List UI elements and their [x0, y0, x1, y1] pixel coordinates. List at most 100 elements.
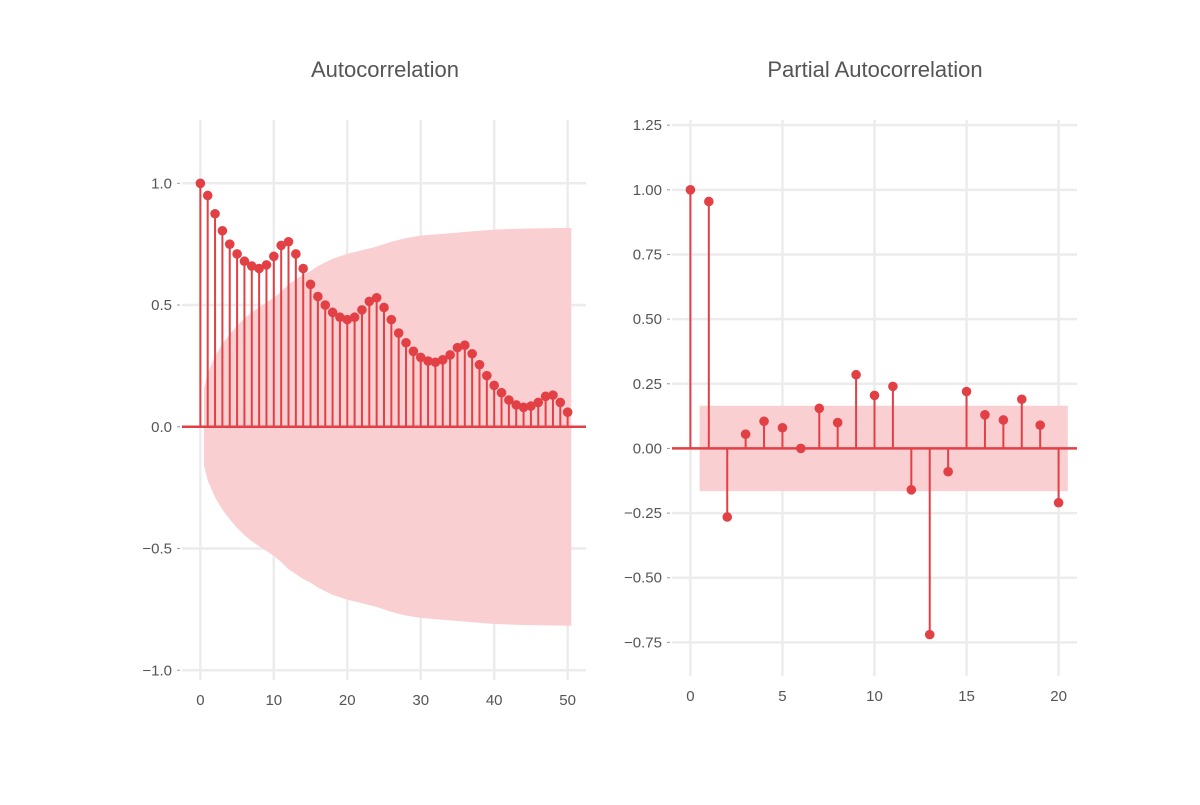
acf-marker: [467, 348, 477, 359]
pacf-marker: [980, 410, 990, 420]
acf-ytick-label: −1.0: [142, 662, 172, 679]
acf-marker: [276, 240, 286, 251]
pacf-panel: Partial Autocorrelation −0.75 −0.50 −0.25 0…: [624, 57, 1077, 705]
acf-marker: [496, 387, 507, 398]
pacf-marker: [1053, 497, 1064, 508]
pacf-marker: [888, 381, 898, 392]
pacf-marker: [759, 416, 769, 427]
acf-xtick-label: 20: [339, 692, 356, 709]
acf-xtick-label: 10: [265, 692, 282, 709]
pacf-xtick-label: 15: [958, 688, 975, 705]
pacf-marker: [796, 443, 806, 454]
acf-marker: [327, 307, 338, 318]
acf-marker: [254, 263, 264, 274]
acf-marker: [349, 312, 360, 323]
pacf-marker: [704, 196, 714, 207]
acf-markers: [195, 178, 573, 417]
pacf-xtick-label: 20: [1050, 688, 1067, 705]
pacf-title: Partial Autocorrelation: [767, 57, 982, 82]
pacf-ytick-label: −0.25: [624, 505, 662, 522]
acf-marker: [246, 261, 257, 271]
acf-marker: [540, 391, 551, 402]
acf-x-ticks: 0 10 20 30 40 50: [196, 692, 576, 709]
pacf-x-ticks: 0 5 10 15 20: [686, 688, 1067, 705]
acf-marker: [291, 249, 301, 259]
acf-marker: [261, 260, 272, 270]
acf-marker: [393, 328, 404, 338]
acf-marker: [437, 355, 448, 365]
acf-marker: [217, 225, 228, 236]
acf-stems: [199, 183, 569, 427]
pacf-marker: [961, 386, 972, 397]
acf-marker: [305, 279, 316, 290]
pacf-marker: [777, 422, 788, 433]
acf-marker: [357, 305, 367, 315]
pacf-marker: [722, 512, 733, 522]
pacf-ytick-label: −0.75: [624, 634, 662, 651]
pacf-marker: [740, 429, 751, 440]
acf-marker: [533, 397, 544, 408]
pacf-ytick-label: 1.25: [633, 117, 662, 134]
pacf-marker: [1035, 420, 1045, 430]
pacf-marker: [998, 415, 1009, 425]
acf-ytick-label: 0.0: [151, 419, 172, 436]
pacf-marker: [869, 390, 880, 401]
acf-marker: [379, 302, 389, 313]
pacf-xtick-label: 0: [686, 688, 694, 705]
pacf-marker: [814, 403, 825, 414]
acf-marker: [269, 251, 279, 262]
acf-marker: [202, 190, 213, 201]
pacf-ytick-label: 1.00: [633, 182, 662, 199]
acf-marker: [430, 357, 441, 368]
acf-ytick-label: −0.5: [142, 541, 172, 558]
acf-marker: [504, 395, 514, 405]
acf-marker: [408, 346, 419, 357]
pacf-marker: [832, 417, 843, 428]
acf-panel: Autocorrelation −1.0 −0.5 0.0 0.5 1.0 0 10 20 30…: [142, 57, 586, 709]
acf-marker: [452, 342, 463, 353]
acf-marker: [195, 178, 206, 189]
acf-marker: [342, 314, 353, 325]
pacf-ytick-label: 0.25: [633, 376, 662, 393]
acf-marker: [298, 263, 309, 274]
pacf-xtick-label: 10: [866, 688, 883, 705]
acf-title: Autocorrelation: [311, 57, 459, 82]
acf-marker: [526, 401, 536, 411]
acf-marker: [224, 239, 235, 249]
acf-marker: [445, 350, 455, 360]
acf-marker: [283, 236, 294, 247]
acf-xtick-label: 30: [412, 692, 429, 709]
acf-xtick-label: 40: [486, 692, 503, 709]
pacf-marker: [924, 629, 935, 640]
pacf-xtick-label: 5: [778, 688, 786, 705]
acf-y-ticks: −1.0 −0.5 0.0 0.5 1.0: [142, 175, 180, 679]
pacf-ytick-label: 0.75: [633, 246, 662, 263]
pacf-markers: [685, 185, 1064, 640]
acf-marker: [474, 359, 485, 370]
acf-xtick-label: 0: [196, 692, 204, 709]
acf-marker: [518, 402, 529, 413]
acf-marker: [232, 249, 242, 259]
acf-marker: [364, 296, 375, 307]
acf-marker: [555, 397, 566, 408]
acf-marker: [548, 390, 558, 400]
acf-ytick-label: 0.5: [151, 297, 172, 314]
acf-xtick-label: 50: [559, 692, 576, 709]
acf-ytick-label: 1.0: [151, 175, 172, 192]
acf-marker: [423, 356, 433, 366]
acf-marker: [415, 352, 426, 363]
pacf-y-ticks: −0.75 −0.50 −0.25 0.00 0.25 0.50 0.75 1.00 1.25: [624, 117, 670, 651]
acf-marker: [489, 380, 499, 391]
pacf-ytick-label: 0.00: [633, 440, 662, 457]
acf-marker: [562, 407, 573, 417]
pacf-ytick-label: 0.50: [633, 311, 662, 328]
acf-marker: [320, 300, 331, 310]
acf-marker: [511, 400, 522, 410]
pacf-marker: [685, 185, 696, 195]
acf-marker: [371, 292, 382, 303]
acf-marker: [335, 312, 345, 323]
acf-marker: [386, 314, 397, 325]
pacf-stems: [689, 189, 1060, 635]
